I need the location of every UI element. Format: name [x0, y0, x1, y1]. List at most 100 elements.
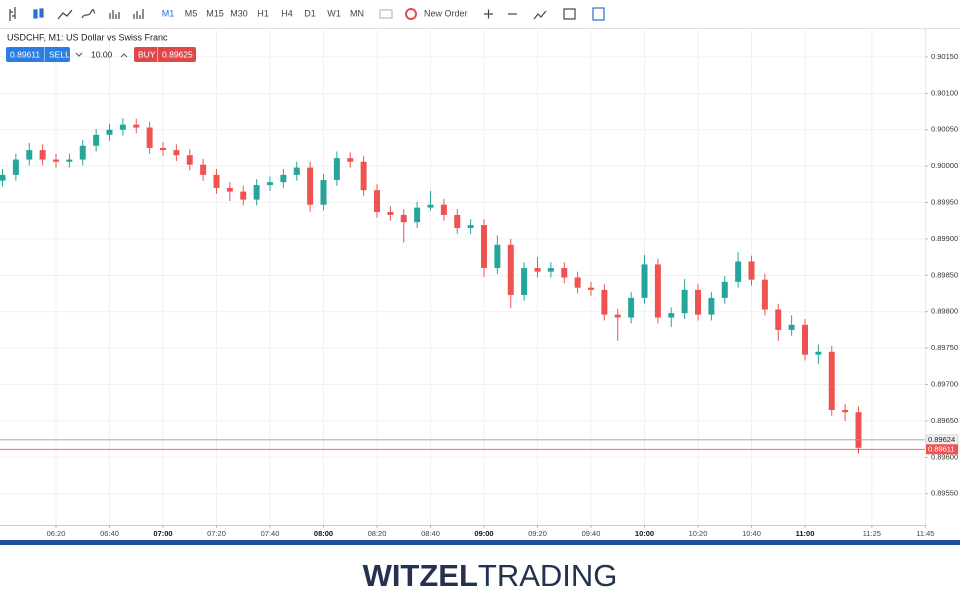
candle-body	[226, 187, 233, 192]
symbol-title: USDCHF, M1: US Dollar vs Swiss Franc	[7, 32, 168, 42]
timeframe[interactable]: M30	[230, 8, 248, 18]
ask-line-label: 0.89624	[928, 435, 955, 444]
x-tick-label: 10:00	[635, 529, 654, 538]
candle-body	[93, 134, 100, 146]
candle-body	[815, 351, 822, 355]
x-tick-label: 11:00	[796, 529, 815, 538]
y-tick-label: 0.89950	[931, 198, 958, 207]
candle-body	[200, 164, 207, 175]
sell-label[interactable]: SELL	[49, 49, 70, 59]
candle-body	[521, 268, 528, 295]
candle-body	[66, 159, 73, 162]
bid-line-label: 0.89611	[928, 444, 955, 453]
candle-body	[668, 313, 675, 318]
x-tick-label: 11:25	[863, 529, 881, 538]
x-tick-label: 10:40	[742, 529, 761, 538]
timeframe[interactable]: M15	[206, 8, 224, 18]
candle-body	[387, 211, 394, 215]
x-tick-label: 08:00	[314, 529, 333, 538]
buy-button[interactable]	[134, 47, 196, 62]
timeframe[interactable]: M5	[185, 8, 198, 18]
x-tick-label: 06:40	[100, 529, 119, 538]
sell-button[interactable]	[6, 47, 70, 62]
new-order[interactable]: New Order	[424, 8, 468, 18]
timeframe[interactable]: H1	[257, 8, 269, 18]
calendar[interactable]	[563, 8, 576, 20]
area-icon[interactable]	[81, 9, 96, 19]
indicators[interactable]	[533, 10, 547, 20]
y-tick-label: 0.89700	[931, 379, 958, 388]
line-icon[interactable]	[57, 9, 73, 20]
candle-body	[267, 182, 273, 186]
timeframe[interactable]: M1	[162, 8, 175, 18]
y-tick-label: 0.90100	[931, 88, 958, 97]
x-tick-label: 08:20	[368, 529, 387, 538]
candle-body	[106, 129, 113, 135]
candle-body	[547, 268, 554, 272]
volume-up[interactable]	[120, 53, 128, 58]
timeframe[interactable]: MN	[350, 8, 364, 18]
candle-body	[507, 244, 514, 295]
candle-body	[681, 289, 688, 314]
candle-body	[842, 409, 849, 413]
candle-body	[333, 158, 340, 180]
timeframe[interactable]: H4	[281, 8, 293, 18]
x-tick-label: 07:00	[153, 529, 172, 538]
y-tick-label: 0.89650	[931, 416, 958, 425]
x-tick-label: 09:20	[528, 529, 547, 538]
candle-body	[775, 309, 782, 330]
x-tick-label: 10:20	[689, 529, 708, 538]
candle-body	[454, 214, 461, 228]
candle-body	[347, 158, 354, 162]
candle-body	[467, 225, 474, 228]
bar-icon[interactable]	[9, 7, 16, 21]
zoom-in[interactable]	[484, 9, 493, 19]
candle-body	[79, 145, 86, 160]
candle-body	[440, 204, 447, 215]
candle-body	[614, 314, 621, 318]
x-tick-label: 09:40	[582, 529, 601, 538]
candle-body	[119, 124, 126, 130]
candle-body	[360, 161, 367, 191]
volume-down[interactable]	[75, 52, 83, 57]
x-tick-label: 06:20	[47, 529, 66, 538]
candle-body	[133, 124, 140, 128]
indicator-icon[interactable]	[133, 9, 144, 19]
candle-body	[414, 207, 421, 223]
candle-body	[53, 159, 59, 162]
axes: 0.90150 0.90100 0.90050 0.90000 0.89950 0.899…	[0, 52, 959, 538]
timeframe[interactable]: W1	[327, 8, 341, 18]
volume-icon[interactable]	[109, 10, 120, 19]
screenshot-icon[interactable]	[379, 9, 393, 19]
buy-price[interactable]: 0.89625	[162, 49, 193, 59]
candle-icon[interactable]	[33, 8, 44, 19]
candle-body	[708, 297, 715, 315]
candle-body	[0, 174, 6, 181]
candle-body	[26, 150, 33, 160]
candle-body	[160, 147, 166, 151]
x-tick-label: 07:20	[207, 529, 226, 538]
candle-body	[374, 190, 380, 212]
timeframe[interactable]: D1	[304, 8, 316, 18]
order-icon[interactable]	[405, 8, 417, 20]
candle-body	[293, 167, 300, 175]
y-tick-label: 0.90050	[931, 125, 958, 134]
candle-body	[588, 287, 594, 290]
candle-body	[213, 174, 220, 188]
candle-body	[828, 351, 835, 410]
y-tick-label: 0.90000	[931, 161, 958, 170]
candle-body	[641, 264, 648, 298]
toolbar	[9, 7, 605, 21]
trade-panel: 0.89611 SELL 10.00 BUY 0.89625	[6, 47, 196, 62]
y-tick-label: 0.90150	[931, 52, 958, 61]
buy-label[interactable]: BUY	[138, 49, 156, 59]
notes[interactable]	[592, 7, 605, 21]
timeframes: M1 M5 M15 M30 H1 H4 D1 W1 MN	[162, 8, 364, 18]
volume[interactable]: 10.00	[91, 49, 113, 59]
candle-body	[280, 174, 287, 183]
sell-price[interactable]: 0.89611	[10, 49, 40, 59]
candle-body	[240, 191, 247, 200]
candle-body	[695, 289, 701, 315]
candle-body	[654, 264, 661, 318]
brand-light: TRADING	[478, 558, 618, 593]
